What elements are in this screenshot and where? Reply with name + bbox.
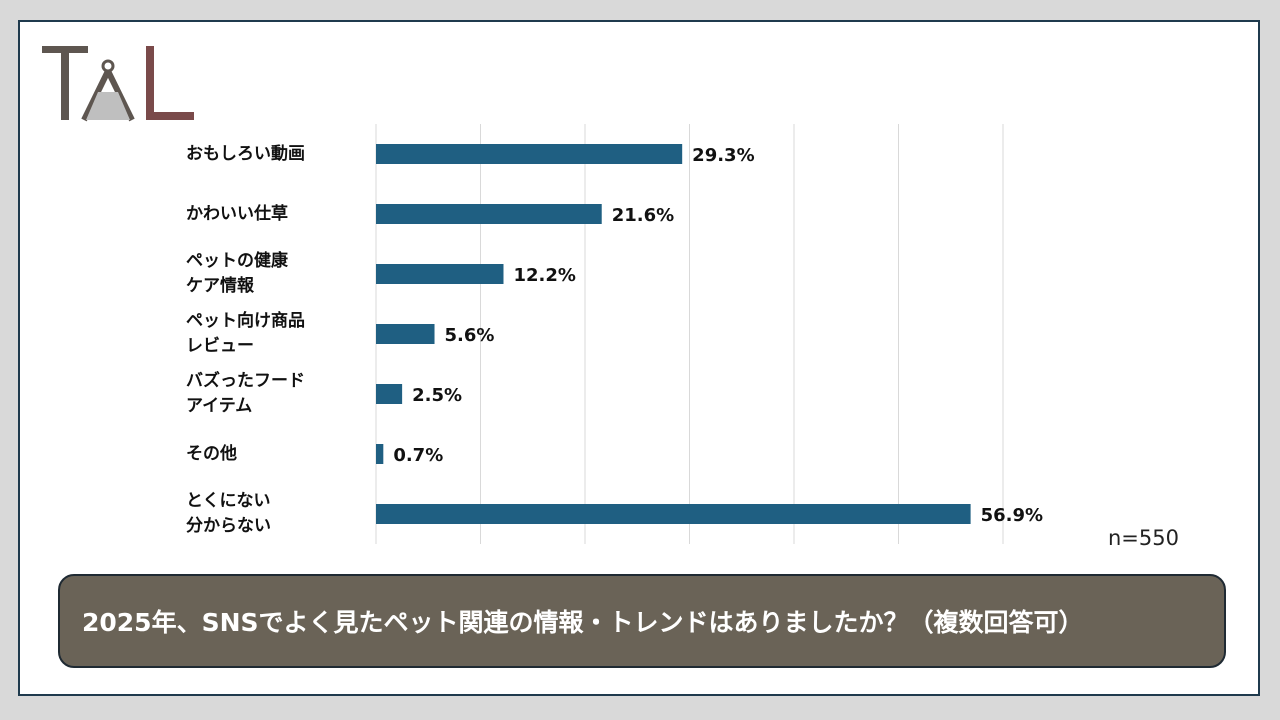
bar xyxy=(376,324,435,344)
category-label: かわいい仕草 xyxy=(186,203,288,224)
data-label: 12.2% xyxy=(513,265,575,286)
bar xyxy=(376,384,403,404)
category-label: とくにない 分からない xyxy=(186,491,271,536)
bar xyxy=(376,444,384,464)
category-label: おもしろい動画 xyxy=(186,143,305,164)
question-banner: 2025年、SNSでよく見たペット関連の情報・トレンドはありましたか？（複数回答… xyxy=(58,574,1226,668)
category-label: その他 xyxy=(186,443,237,464)
data-label: 2.5% xyxy=(412,385,462,406)
data-label: 5.6% xyxy=(445,325,495,346)
category-label: ペット向け商品 レビュー xyxy=(186,311,305,356)
bar xyxy=(376,144,683,164)
category-label: ペットの健康 ケア情報 xyxy=(186,251,288,296)
bar xyxy=(376,204,602,224)
category-label: バズったフード アイテム xyxy=(186,371,305,416)
data-label: 56.9% xyxy=(981,505,1043,526)
question-title: 2025年、SNSでよく見たペット関連の情報・トレンドはありましたか？（複数回答… xyxy=(82,608,1084,637)
sample-size-label: n=550 xyxy=(1108,526,1179,550)
data-label: 0.7% xyxy=(393,445,443,466)
bar xyxy=(376,504,971,524)
bar xyxy=(376,264,504,284)
data-label: 21.6% xyxy=(612,205,674,226)
tal-logo xyxy=(42,46,194,122)
data-label: 29.3% xyxy=(692,145,754,166)
